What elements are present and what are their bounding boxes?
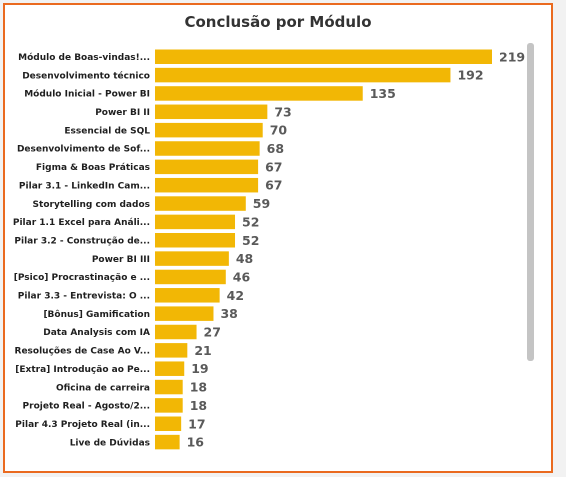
bar[interactable] bbox=[155, 86, 363, 101]
bar[interactable] bbox=[155, 361, 185, 376]
category-label: Pilar 3.2 - Construção de... bbox=[14, 236, 150, 246]
category-label: Módulo de Boas-vindas!... bbox=[18, 52, 150, 63]
data-label: 38 bbox=[220, 306, 237, 321]
bar[interactable] bbox=[155, 159, 259, 175]
category-label: [Bônus] Gamification bbox=[43, 309, 150, 320]
category-label: Resoluções de Case Ao V... bbox=[15, 347, 150, 357]
bar[interactable] bbox=[155, 67, 451, 83]
data-label: 52 bbox=[242, 233, 259, 248]
data-label: 68 bbox=[267, 141, 284, 156]
bar[interactable] bbox=[155, 49, 492, 65]
category-label: Essencial de SQL bbox=[64, 126, 150, 136]
bar[interactable] bbox=[155, 416, 182, 432]
bar[interactable] bbox=[155, 251, 229, 266]
data-label: 73 bbox=[274, 104, 291, 119]
bar[interactable] bbox=[155, 233, 236, 248]
category-label: Pilar 3.1 - LinkedIn Cam... bbox=[19, 181, 150, 191]
data-label: 70 bbox=[270, 123, 288, 138]
category-label: Desenvolvimento de Sof... bbox=[17, 145, 150, 155]
data-label: 42 bbox=[227, 288, 244, 303]
category-label: Projeto Real - Agosto/2... bbox=[23, 402, 150, 412]
bar[interactable] bbox=[155, 343, 188, 358]
bar[interactable] bbox=[155, 141, 260, 156]
data-label: 21 bbox=[194, 343, 211, 358]
data-label: 46 bbox=[233, 269, 251, 284]
category-label: Desenvolvimento técnico bbox=[22, 70, 150, 81]
bar[interactable] bbox=[155, 288, 220, 303]
bar[interactable] bbox=[155, 434, 180, 450]
data-label: 27 bbox=[204, 325, 221, 340]
scrollbar[interactable] bbox=[527, 43, 534, 361]
scrollbar-thumb[interactable] bbox=[527, 43, 534, 361]
bar[interactable] bbox=[155, 379, 183, 395]
category-label: Pilar 4.3 Projeto Real (in... bbox=[15, 420, 150, 430]
bar[interactable] bbox=[155, 122, 263, 138]
category-label: Storytelling com dados bbox=[33, 200, 150, 210]
bar[interactable] bbox=[155, 398, 183, 413]
category-label: Pilar 3.3 - Entrevista: O ... bbox=[18, 292, 150, 302]
data-label: 48 bbox=[236, 251, 253, 266]
category-label: [Psico] Procrastinação e ... bbox=[14, 273, 150, 283]
data-label: 135 bbox=[370, 86, 396, 101]
data-label: 67 bbox=[265, 178, 282, 193]
chart-frame: Conclusão por Módulo Módulo de Boas-vind… bbox=[3, 3, 553, 473]
bar-chart: Módulo de Boas-vindas!... 219 Desenvolvime… bbox=[13, 49, 525, 450]
data-label: 52 bbox=[242, 214, 259, 229]
data-label: 16 bbox=[187, 435, 205, 450]
category-label: Oficina de carreira bbox=[56, 383, 150, 393]
category-label: Power BI II bbox=[95, 108, 150, 118]
category-label: Live de Dúvidas bbox=[70, 438, 150, 448]
bar[interactable] bbox=[155, 214, 236, 230]
category-label: Figma & Boas Práticas bbox=[36, 163, 150, 173]
data-label: 18 bbox=[190, 380, 207, 395]
category-label: Data Analysis com IA bbox=[43, 328, 150, 338]
bar[interactable] bbox=[155, 104, 268, 120]
category-label: Módulo Inicial - Power BI bbox=[24, 89, 150, 100]
data-label: 17 bbox=[188, 416, 205, 431]
chart-title: Conclusão por Módulo bbox=[184, 13, 372, 31]
data-label: 19 bbox=[191, 361, 208, 376]
bar[interactable] bbox=[155, 196, 246, 211]
bar[interactable] bbox=[155, 324, 197, 340]
data-label: 18 bbox=[190, 398, 207, 413]
bar[interactable] bbox=[155, 269, 226, 285]
category-label: Pilar 1.1 Excel para Análi... bbox=[13, 218, 150, 228]
bar[interactable] bbox=[155, 177, 259, 193]
category-label: [Extra] Introdução ao Pe... bbox=[15, 365, 150, 375]
category-label: Power BI III bbox=[92, 255, 150, 265]
data-label: 59 bbox=[253, 196, 270, 211]
data-label: 67 bbox=[265, 159, 282, 174]
bar[interactable] bbox=[155, 306, 214, 321]
data-label: 219 bbox=[499, 49, 525, 64]
data-label: 192 bbox=[457, 68, 483, 83]
